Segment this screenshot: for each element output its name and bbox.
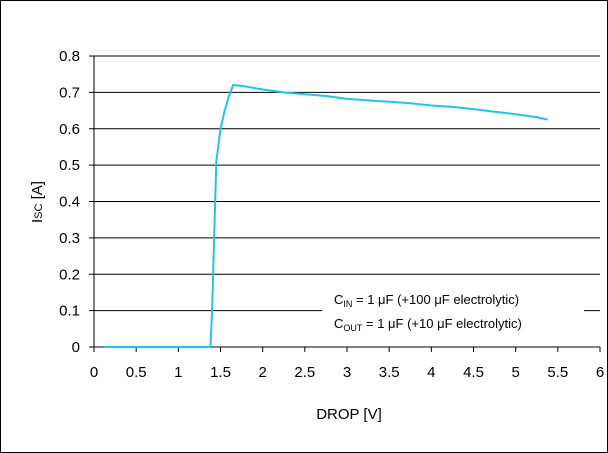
y-tick-label-5: 0.5: [59, 157, 80, 174]
x-tick-label-4: 2: [258, 364, 266, 381]
x-tick-label-1: 0.5: [126, 364, 147, 381]
y-tick-label-1: 0.1: [59, 303, 80, 320]
y-tick-label-7: 0.7: [59, 84, 80, 101]
y-tick-label-3: 0.3: [59, 230, 80, 247]
x-tick-label-0: 0: [90, 364, 98, 381]
x-tick-label-2: 1: [174, 364, 182, 381]
x-tick-label-8: 4: [427, 364, 435, 381]
y-tick-label-6: 0.6: [59, 121, 80, 138]
x-tick-label-11: 5.5: [547, 364, 568, 381]
series-line-0: [104, 84, 548, 348]
x-tick-label-5: 2.5: [294, 364, 315, 381]
y-tick-label-4: 0.4: [59, 194, 80, 211]
y-axis-title: ISC [A]: [29, 181, 46, 223]
x-tick-label-12: 6: [596, 364, 604, 381]
x-tick-label-9: 4.5: [463, 364, 484, 381]
y-tick-label-2: 0.2: [59, 266, 80, 283]
y-tick-label-0: 0: [72, 339, 80, 356]
series-layer: [104, 84, 548, 348]
x-tick-label-3: 1.5: [210, 364, 231, 381]
y-tick-label-8: 0.8: [59, 48, 80, 65]
grid-lines: [94, 55, 600, 312]
x-tick-label-10: 5: [511, 364, 519, 381]
x-axis-title: DROP [V]: [316, 406, 382, 423]
annotation-background: [322, 284, 584, 342]
tick-labels: 0 0.1 0.2 0.3 0.4 0.5 0.6 0.7 0.8 0 0.5 1 1.5 2 2.5 3 3.…: [59, 48, 604, 381]
x-tick-label-6: 3: [343, 364, 351, 381]
annotation-cout: COUT = 1 μF (+10 μF electrolytic): [334, 316, 522, 333]
x-tick-label-7: 3.5: [379, 364, 400, 381]
annotation-cin: CIN = 1 μF (+100 μF electrolytic): [334, 292, 519, 309]
